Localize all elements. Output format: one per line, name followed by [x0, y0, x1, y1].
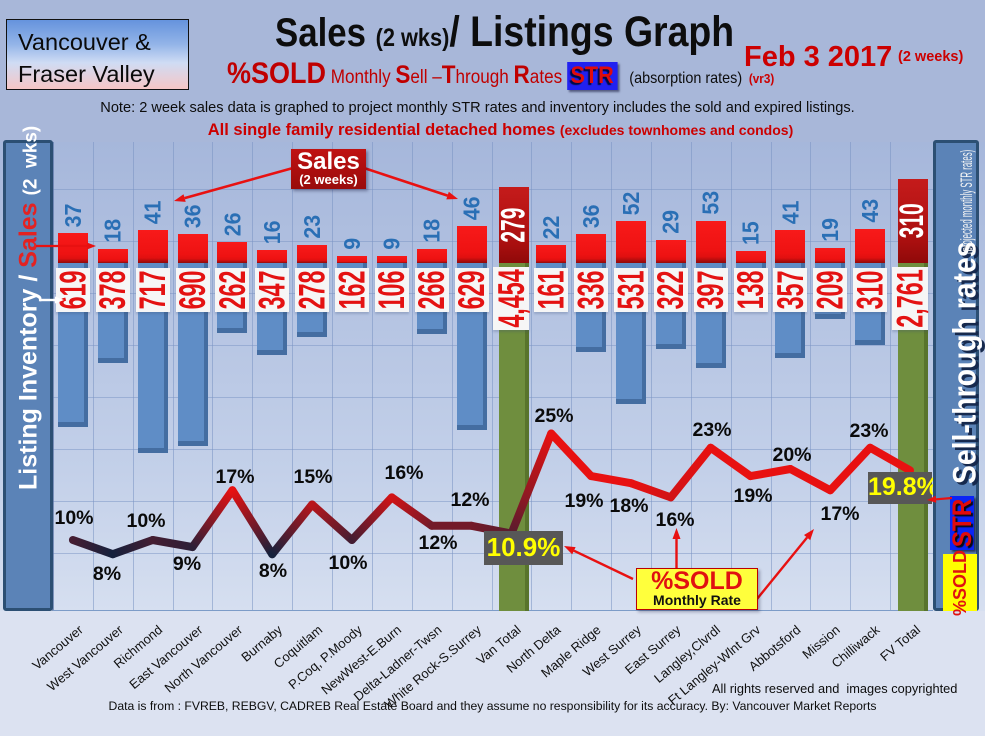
svg-text:161: 161 — [530, 271, 572, 310]
svg-text:18: 18 — [419, 219, 445, 243]
svg-text:9: 9 — [339, 238, 365, 250]
svg-text:629: 629 — [450, 271, 492, 310]
svg-text:29: 29 — [658, 210, 684, 234]
svg-text:46: 46 — [459, 196, 485, 220]
svg-text:347: 347 — [251, 271, 293, 310]
svg-text:Listing Inventory / Sales (2: Listing Inventory / Sales (2 wks) — [15, 126, 43, 490]
svg-text:52: 52 — [618, 192, 644, 216]
svg-text:18: 18 — [100, 219, 126, 243]
svg-text:310: 310 — [849, 271, 891, 310]
svg-text:278: 278 — [291, 271, 333, 310]
svg-text:41: 41 — [778, 200, 804, 224]
svg-text:Sell-through rates: Sell-through rates — [951, 244, 985, 487]
svg-text:717: 717 — [132, 271, 174, 310]
svg-text:19: 19 — [817, 218, 843, 242]
svg-text:22: 22 — [538, 216, 564, 240]
svg-text:266: 266 — [411, 271, 453, 310]
svg-text:378: 378 — [92, 271, 134, 310]
svg-text:162: 162 — [331, 271, 373, 310]
svg-text:43: 43 — [857, 199, 883, 223]
svg-text:279: 279 — [493, 208, 531, 243]
svg-text:2,761: 2,761 — [889, 269, 931, 327]
svg-text:619: 619 — [52, 271, 94, 310]
svg-text:262: 262 — [211, 271, 253, 310]
svg-text:9: 9 — [379, 238, 405, 250]
svg-text:4,454: 4,454 — [490, 269, 532, 328]
svg-text:Sell-through rates: Sell-through rates — [948, 241, 983, 484]
svg-text:41: 41 — [140, 200, 166, 224]
svg-text:397: 397 — [690, 271, 732, 310]
svg-text:336: 336 — [570, 271, 612, 310]
svg-text:106: 106 — [371, 271, 413, 310]
svg-text:138: 138 — [729, 271, 771, 310]
svg-text:37: 37 — [60, 204, 86, 228]
svg-text:15: 15 — [738, 221, 764, 245]
svg-text:690: 690 — [171, 271, 213, 310]
svg-text:26: 26 — [220, 212, 246, 236]
svg-text:209: 209 — [809, 271, 851, 310]
svg-text:531: 531 — [610, 271, 652, 310]
svg-text:23: 23 — [299, 215, 325, 239]
svg-text:322: 322 — [650, 271, 692, 310]
svg-text:36: 36 — [180, 204, 206, 228]
svg-text:16: 16 — [259, 220, 285, 244]
svg-text:36: 36 — [578, 204, 604, 228]
svg-text:(projected monthly STR rates): (projected monthly STR rates) — [957, 150, 976, 254]
svg-text:53: 53 — [698, 191, 724, 215]
svg-text:310: 310 — [892, 203, 930, 238]
svg-text:357: 357 — [769, 271, 811, 310]
